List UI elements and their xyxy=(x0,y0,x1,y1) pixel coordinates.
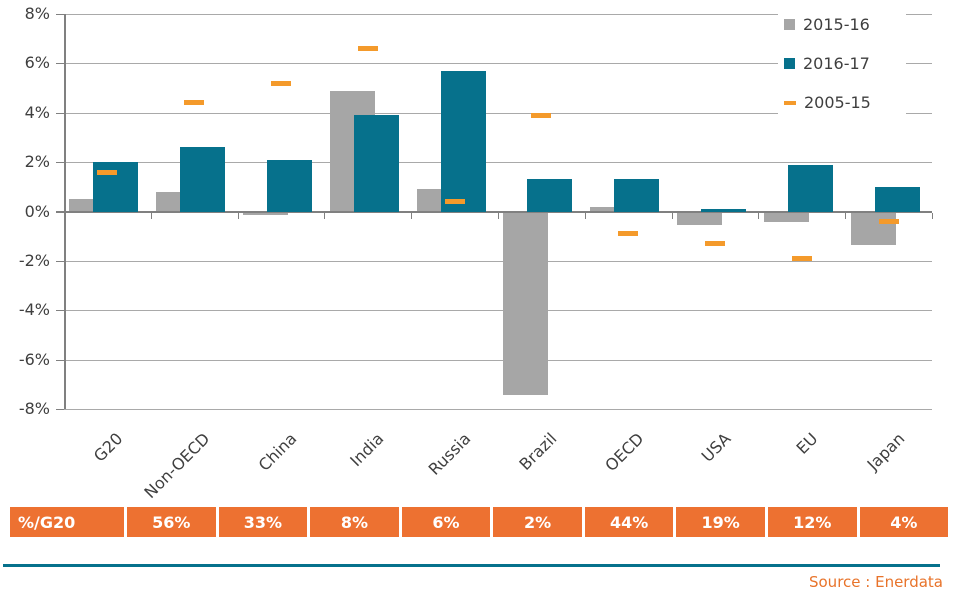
share-table-cell-China: 33% xyxy=(218,507,308,537)
marker-2005-15-India xyxy=(357,46,378,52)
marker-2005-15-Russia xyxy=(444,199,465,205)
share-table-cell-Japan: 4% xyxy=(859,507,949,537)
x-axis-tick xyxy=(324,212,326,219)
x-axis-label-EU: EU xyxy=(792,429,822,458)
bar-2015-16-Japan xyxy=(850,212,896,245)
share-table-cell-OECD: 44% xyxy=(584,507,674,537)
gridline--6pct xyxy=(64,359,932,361)
x-axis-label-Non-OECD: Non-OECD xyxy=(140,429,214,503)
gridline--2pct xyxy=(64,261,932,262)
legend-dash-icon xyxy=(784,100,796,105)
share-table-cell-Brazil: 2% xyxy=(493,507,582,537)
share-table-header: %/G20 xyxy=(10,507,124,537)
bar-2016-17-Non-OECD xyxy=(180,147,226,212)
bar-2016-17-Brazil xyxy=(527,179,573,212)
y-axis-label: 0% xyxy=(24,201,50,221)
bar-2015-16-EU xyxy=(763,212,809,223)
y-axis-tick xyxy=(56,310,64,312)
y-axis-tick xyxy=(56,112,64,114)
legend-square-icon xyxy=(784,58,795,69)
marker-2005-15-OECD xyxy=(618,231,639,237)
x-axis-tick xyxy=(584,212,586,219)
x-axis-label-China: China xyxy=(254,429,301,475)
marker-2005-15-USA xyxy=(705,241,725,247)
x-axis-label-OECD: OECD xyxy=(601,429,648,476)
y-axis-label: -6% xyxy=(18,349,50,369)
x-axis-tick xyxy=(64,212,65,219)
legend-label: 2005-15 xyxy=(804,93,871,112)
y-axis-tick xyxy=(56,63,64,65)
y-axis-line xyxy=(64,14,66,410)
y-axis-label: 6% xyxy=(24,53,50,73)
gridline--4pct xyxy=(64,310,932,312)
x-axis-label-India: India xyxy=(346,429,388,471)
x-axis-tick xyxy=(758,212,760,219)
marker-2005-15-EU xyxy=(791,256,812,262)
divider-line xyxy=(3,564,940,567)
x-axis-tick xyxy=(845,212,847,219)
bar-2016-17-India xyxy=(353,115,399,212)
gridline-4pct xyxy=(64,112,932,114)
y-axis-label: -4% xyxy=(18,300,50,320)
share-table-cell-USA: 19% xyxy=(676,507,765,537)
bar-2015-16-China xyxy=(243,212,288,216)
gridline-6pct xyxy=(64,63,932,65)
legend-square-icon xyxy=(784,19,795,30)
x-axis-zero-line xyxy=(56,210,932,213)
marker-2005-15-Non-OECD xyxy=(184,100,205,106)
share-table-cell-Non-OECD: 56% xyxy=(127,507,216,537)
marker-2005-15-China xyxy=(271,80,291,86)
x-axis-tick xyxy=(932,212,933,219)
x-axis-tick xyxy=(411,212,413,219)
share-table-cell-Russia: 6% xyxy=(401,507,491,537)
y-axis-tick xyxy=(56,261,64,262)
x-axis-label-USA: USA xyxy=(697,429,735,466)
gridline-8pct xyxy=(64,14,932,15)
marker-2005-15-Japan xyxy=(878,218,899,224)
y-axis-label: -2% xyxy=(18,251,50,270)
legend-item-2016-17: 2016-17 xyxy=(778,51,906,76)
share-table-cell-EU: 12% xyxy=(767,507,857,537)
y-axis-tick xyxy=(56,359,64,361)
gridline-2pct xyxy=(64,162,932,164)
bar-2016-17-Japan xyxy=(874,186,920,212)
y-axis-tick xyxy=(56,162,64,164)
marker-2005-15-Brazil xyxy=(531,112,552,118)
x-axis-label-G20: G20 xyxy=(90,429,127,466)
x-axis-tick xyxy=(237,212,239,219)
x-axis-tick xyxy=(671,212,673,219)
bar-2016-17-USA xyxy=(701,209,746,212)
y-axis-label: 2% xyxy=(24,152,50,172)
share-table-cell-India: 8% xyxy=(310,507,399,537)
bar-2016-17-OECD xyxy=(614,179,660,212)
y-axis-label: 8% xyxy=(24,4,50,23)
x-axis-label-Brazil: Brazil xyxy=(515,429,561,475)
x-axis-tick xyxy=(150,212,152,219)
x-axis-label-Japan: Japan xyxy=(863,429,909,474)
y-axis-tick xyxy=(56,409,64,411)
legend-item-2005-15: 2005-15 xyxy=(778,90,906,115)
y-axis-label: 4% xyxy=(24,102,50,122)
share-table: %/G20 56% 33% 8% 6% 2% 44% 19% 12% 4% xyxy=(10,507,949,537)
bar-2016-17-Russia xyxy=(440,70,486,212)
gridline--8pct xyxy=(64,409,932,411)
bar-2015-16-Brazil xyxy=(503,212,549,396)
bar-2016-17-China xyxy=(267,159,312,212)
y-axis-label: -8% xyxy=(18,399,50,419)
source-text: Source : Enerdata xyxy=(808,573,943,591)
marker-2005-15-G20 xyxy=(97,169,118,175)
x-axis-tick xyxy=(498,212,499,219)
y-axis-tick xyxy=(56,14,64,15)
bar-2016-17-EU xyxy=(787,164,833,212)
legend-label: 2015-16 xyxy=(803,15,870,34)
legend-label: 2016-17 xyxy=(803,54,870,73)
legend-item-2015-16: 2015-16 xyxy=(778,12,906,37)
bar-2015-16-USA xyxy=(677,212,722,225)
x-axis-label-Russia: Russia xyxy=(424,429,475,479)
bar-2015-16-OECD xyxy=(590,206,636,212)
